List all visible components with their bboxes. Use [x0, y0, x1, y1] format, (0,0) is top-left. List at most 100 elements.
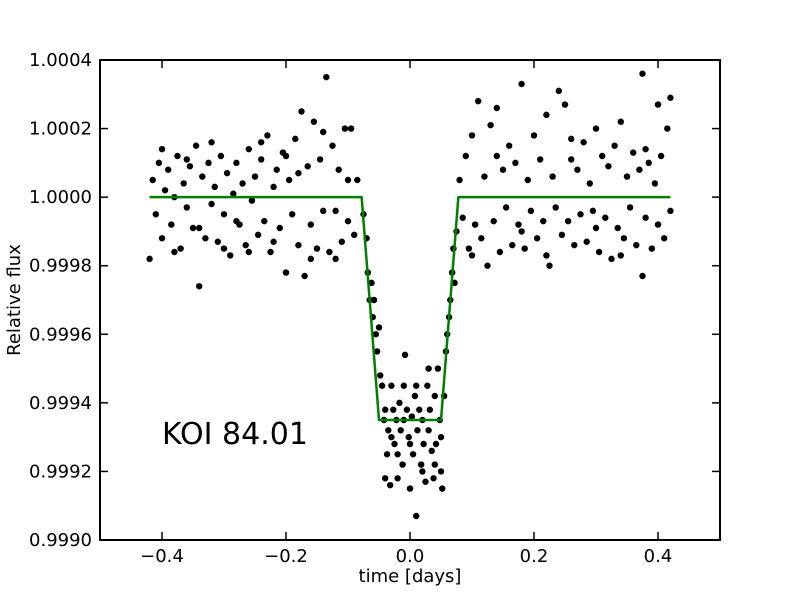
data-point: [574, 166, 581, 173]
data-point: [543, 111, 550, 119]
data-point: [320, 128, 327, 136]
data-point: [552, 204, 559, 211]
data-point: [518, 80, 525, 88]
data-point: [617, 118, 624, 125]
data-point: [561, 101, 569, 108]
data-point: [642, 145, 649, 153]
data-point: [258, 139, 265, 146]
data-point: [456, 176, 463, 184]
data-point: [396, 399, 403, 407]
data-point: [571, 241, 578, 249]
data-point: [657, 152, 665, 160]
data-point: [478, 235, 485, 242]
data-point: [270, 238, 277, 245]
y-tick-label: 0.9996: [29, 324, 92, 345]
data-point: [372, 331, 380, 338]
data-point: [245, 145, 252, 153]
data-point: [437, 468, 445, 475]
data-point: [227, 252, 234, 259]
data-point: [304, 163, 311, 170]
data-point: [639, 70, 646, 77]
data-point: [527, 207, 535, 215]
data-point: [301, 272, 308, 280]
data-point: [282, 152, 290, 160]
data-point: [599, 152, 606, 160]
data-point: [434, 365, 442, 372]
data-point: [558, 231, 566, 239]
data-point: [509, 241, 516, 249]
data-point: [335, 166, 342, 173]
data-point: [370, 296, 378, 304]
data-point: [426, 406, 434, 413]
data-point: [602, 214, 609, 221]
data-point: [424, 382, 431, 389]
data-point: [295, 241, 302, 249]
data-point: [183, 204, 190, 211]
y-tick-label: 0.9992: [29, 461, 92, 482]
data-point: [502, 204, 510, 211]
data-point: [149, 176, 156, 184]
data-point: [391, 440, 398, 448]
data-point: [543, 252, 550, 259]
data-point: [654, 221, 662, 228]
data-point: [254, 231, 262, 239]
x-tick-label: 0.2: [520, 546, 549, 567]
data-point: [430, 475, 437, 482]
y-axis-ticks: 0.9990 0.9992 0.9994 0.9996 0.9998 1.0000 1.00…: [29, 50, 720, 551]
data-point: [661, 235, 668, 242]
data-point: [152, 211, 159, 218]
data-point: [555, 87, 562, 95]
data-point: [664, 125, 671, 132]
data-point: [608, 255, 615, 263]
data-point: [316, 156, 324, 163]
data-point: [648, 245, 655, 252]
data-point: [549, 173, 556, 180]
x-axis-label: time [days]: [359, 566, 462, 587]
data-point: [310, 118, 318, 125]
data-point: [354, 176, 361, 184]
data-point: [406, 440, 414, 448]
data-point: [408, 413, 416, 420]
data-point: [264, 132, 271, 139]
data-point: [420, 440, 427, 448]
data-point: [422, 478, 429, 485]
data-point: [626, 204, 634, 211]
data-point: [323, 73, 330, 81]
data-point: [168, 221, 175, 228]
data-point: [382, 475, 389, 482]
data-point: [589, 207, 597, 215]
data-point: [639, 272, 646, 280]
data-point: [165, 166, 172, 173]
data-point: [540, 217, 547, 225]
data-point: [506, 142, 513, 149]
data-point: [651, 180, 659, 187]
data-point: [208, 139, 215, 146]
data-point: [595, 248, 603, 256]
data-point: [405, 433, 412, 441]
data-point: [636, 166, 643, 173]
data-point: [155, 159, 163, 167]
data-point: [465, 245, 473, 252]
data-point: [468, 132, 476, 139]
data-point: [413, 512, 420, 520]
data-point: [493, 104, 500, 112]
data-point: [432, 440, 440, 448]
x-axis-ticks: −0.4 −0.2 0.0 0.2 0.4: [140, 60, 672, 567]
scatter-points: [146, 70, 674, 520]
data-point: [533, 235, 541, 242]
data-point: [425, 427, 432, 434]
data-point: [403, 406, 411, 413]
data-point: [373, 348, 381, 355]
data-point: [385, 427, 392, 434]
x-tick-label: 0.0: [396, 546, 425, 567]
data-point: [171, 248, 178, 256]
data-point: [248, 197, 256, 204]
data-point: [242, 241, 249, 249]
data-point: [409, 451, 417, 458]
data-point: [605, 163, 612, 170]
data-point: [217, 152, 225, 160]
data-point: [645, 159, 652, 167]
data-point: [417, 461, 425, 468]
data-point: [186, 163, 194, 170]
